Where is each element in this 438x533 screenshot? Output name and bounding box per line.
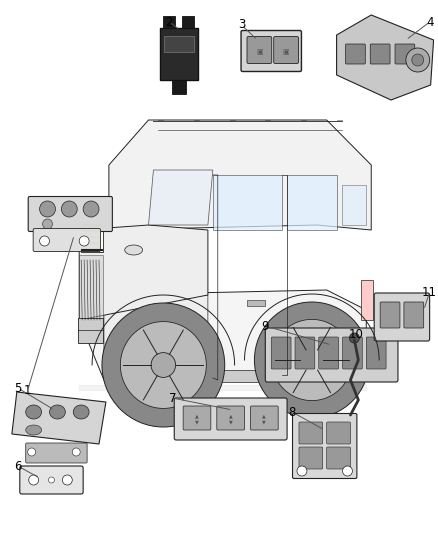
Polygon shape (12, 392, 106, 444)
Ellipse shape (49, 405, 65, 419)
Circle shape (272, 319, 352, 401)
FancyBboxPatch shape (404, 302, 424, 328)
FancyBboxPatch shape (343, 337, 362, 369)
Circle shape (343, 466, 353, 476)
Polygon shape (79, 225, 208, 320)
Circle shape (406, 48, 430, 72)
Circle shape (72, 448, 80, 456)
FancyBboxPatch shape (26, 443, 87, 463)
Polygon shape (342, 185, 366, 225)
FancyBboxPatch shape (293, 414, 357, 479)
FancyBboxPatch shape (299, 422, 323, 444)
Polygon shape (104, 295, 208, 380)
Bar (172, 80, 186, 94)
Text: ▲
▼: ▲ ▼ (195, 414, 199, 424)
Ellipse shape (73, 405, 89, 419)
Circle shape (412, 54, 424, 66)
FancyBboxPatch shape (183, 406, 211, 430)
Text: 1: 1 (24, 384, 32, 397)
FancyBboxPatch shape (20, 466, 83, 494)
Bar (160, 28, 198, 80)
Polygon shape (148, 170, 213, 225)
FancyBboxPatch shape (370, 44, 390, 64)
Bar (79, 255, 103, 325)
FancyBboxPatch shape (346, 44, 365, 64)
Text: 7: 7 (169, 392, 176, 405)
Polygon shape (336, 15, 434, 100)
Circle shape (42, 219, 53, 229)
Circle shape (350, 333, 359, 343)
Text: 9: 9 (261, 319, 269, 333)
Text: 4: 4 (426, 15, 433, 28)
Polygon shape (287, 175, 336, 230)
Bar (247, 300, 265, 306)
FancyBboxPatch shape (251, 406, 278, 430)
FancyBboxPatch shape (327, 447, 350, 469)
Bar (361, 280, 373, 320)
Circle shape (49, 477, 54, 483)
Circle shape (29, 475, 39, 485)
Circle shape (151, 353, 176, 377)
Text: 8: 8 (288, 406, 296, 418)
FancyBboxPatch shape (374, 293, 430, 341)
FancyBboxPatch shape (265, 328, 398, 382)
Bar (182, 16, 194, 28)
Text: 10: 10 (349, 328, 364, 342)
Ellipse shape (125, 245, 142, 255)
Bar (163, 16, 175, 28)
Polygon shape (109, 120, 371, 230)
FancyBboxPatch shape (241, 30, 301, 71)
Text: 6: 6 (14, 459, 21, 472)
FancyBboxPatch shape (271, 337, 291, 369)
Text: 5: 5 (14, 382, 21, 394)
Ellipse shape (26, 425, 42, 435)
Circle shape (28, 448, 35, 456)
FancyBboxPatch shape (174, 398, 287, 440)
Circle shape (300, 349, 323, 372)
Circle shape (61, 201, 77, 217)
Circle shape (79, 236, 89, 246)
Bar (104, 370, 351, 382)
Circle shape (102, 303, 225, 427)
FancyBboxPatch shape (380, 302, 400, 328)
Circle shape (254, 302, 369, 418)
FancyBboxPatch shape (327, 422, 350, 444)
FancyBboxPatch shape (319, 337, 339, 369)
Bar (164, 36, 194, 52)
Polygon shape (79, 290, 366, 380)
FancyBboxPatch shape (366, 337, 386, 369)
FancyBboxPatch shape (217, 406, 244, 430)
FancyBboxPatch shape (28, 197, 113, 231)
Circle shape (297, 466, 307, 476)
FancyBboxPatch shape (247, 36, 272, 63)
Text: 3: 3 (238, 19, 245, 31)
FancyBboxPatch shape (299, 447, 323, 469)
Circle shape (39, 236, 49, 246)
Bar (345, 350, 369, 375)
Polygon shape (213, 175, 282, 230)
FancyBboxPatch shape (33, 229, 100, 252)
FancyBboxPatch shape (274, 36, 298, 63)
Circle shape (83, 201, 99, 217)
Ellipse shape (26, 405, 42, 419)
Text: ▲
▼: ▲ ▼ (262, 414, 266, 424)
Text: 11: 11 (422, 286, 437, 298)
Circle shape (62, 475, 72, 485)
Text: 2: 2 (166, 15, 173, 28)
Circle shape (120, 321, 206, 408)
FancyBboxPatch shape (395, 44, 415, 64)
Bar (78, 318, 103, 343)
Text: ▲
▼: ▲ ▼ (229, 414, 233, 424)
Bar (81, 222, 103, 252)
Text: ▣: ▣ (283, 49, 290, 55)
FancyBboxPatch shape (295, 337, 315, 369)
Text: ▣: ▣ (256, 49, 263, 55)
Circle shape (39, 201, 56, 217)
